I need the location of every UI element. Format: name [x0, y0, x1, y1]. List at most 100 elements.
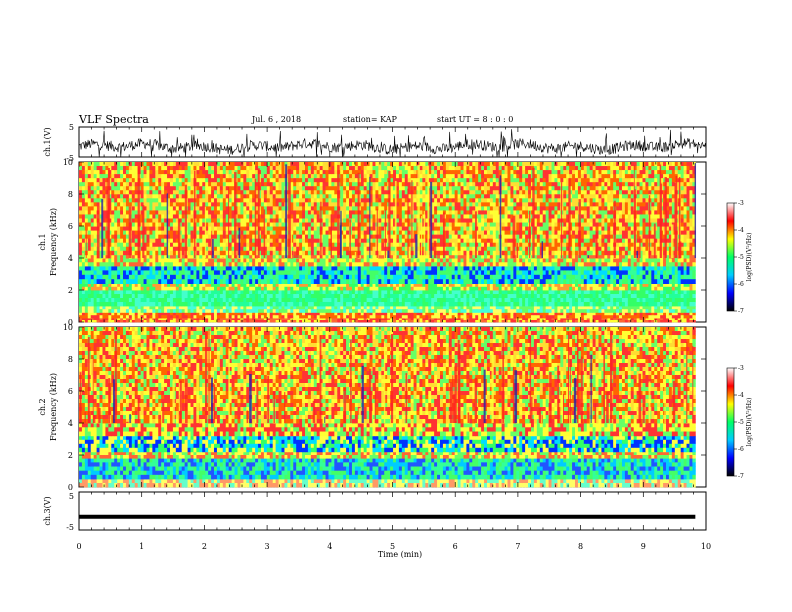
spec1-cell: [191, 298, 194, 302]
spec1-cell: [458, 290, 461, 294]
spec1-cell: [120, 266, 123, 271]
spec1-cell: [296, 275, 299, 280]
spec1-cell: [328, 287, 331, 291]
spec1-cell: [478, 302, 481, 306]
spec1-cell: [640, 315, 643, 318]
spec1-cell: [634, 284, 637, 288]
spec1-cell: [581, 298, 584, 302]
spec1-cell: [628, 290, 631, 294]
spec1-cell: [252, 302, 255, 306]
spec1-cell: [232, 306, 235, 310]
spec1-cell: [317, 294, 320, 298]
spec1-cell: [563, 306, 566, 310]
spec1-cell: [634, 287, 637, 291]
spec1-cell: [120, 312, 123, 315]
spec1-cell: [346, 279, 349, 284]
spec1-cell: [508, 309, 511, 313]
spec1-cell: [199, 266, 202, 271]
spec1-cell: [132, 312, 135, 315]
spec1-cell: [141, 275, 144, 280]
spec1-cell: [296, 270, 299, 275]
spec1-cell: [179, 294, 182, 298]
spec1-cell: [170, 312, 173, 315]
spec1-cell: [499, 320, 502, 322]
spec1-cell: [214, 290, 217, 294]
spec1-cell: [229, 309, 232, 313]
spec1-cell: [425, 315, 428, 318]
spec1-cell: [232, 287, 235, 291]
spec1-cell: [211, 306, 214, 310]
spec1-cell: [255, 284, 258, 288]
spec1-cell: [173, 290, 176, 294]
spec1-cell: [91, 275, 94, 280]
spec1-cell: [367, 284, 370, 288]
spec1-cell: [528, 320, 531, 322]
spec1-cell: [346, 302, 349, 306]
spec1-cell: [123, 294, 126, 298]
spec1-cell: [367, 315, 370, 318]
spec1-cell: [170, 279, 173, 284]
spec1-cell: [284, 290, 287, 294]
spec1-cell: [510, 312, 513, 315]
spec1-cell: [82, 290, 85, 294]
spec1-cell: [144, 270, 147, 275]
spec1-cell: [188, 302, 191, 306]
spec1-cell: [349, 290, 352, 294]
spec1-cell: [123, 320, 126, 322]
spec1-cell: [622, 287, 625, 291]
spec1-cell: [308, 294, 311, 298]
spec1-cell: [496, 294, 499, 298]
spec1-cell: [387, 287, 390, 291]
spec1-cell: [188, 270, 191, 275]
spec1-cell: [196, 306, 199, 310]
spec1-cell: [264, 312, 267, 315]
spec1-cell: [158, 309, 161, 313]
spec1-cell: [405, 279, 408, 284]
spec1-cell: [414, 298, 417, 302]
spec1-cell: [355, 279, 358, 284]
spec1-cell: [305, 284, 308, 288]
spec1-cell: [164, 266, 167, 271]
spec1-cell: [687, 294, 690, 298]
spec1-cell: [352, 279, 355, 284]
spec1-cell: [334, 306, 337, 310]
spec1-cell: [408, 294, 411, 298]
spec1-cell: [100, 306, 103, 310]
spec1-cell: [185, 290, 188, 294]
spec1-cell: [361, 298, 364, 302]
spec1-cell: [575, 290, 578, 294]
spec1-cell: [167, 284, 170, 288]
spec1-cell: [138, 290, 141, 294]
spec1-cell: [217, 287, 220, 291]
spec1-cell: [669, 315, 672, 318]
spec1-cell: [226, 266, 229, 271]
spec1-cell: [243, 287, 246, 291]
spec1-cell: [343, 320, 346, 322]
spec1-cell: [640, 298, 643, 302]
spec1-cell: [528, 294, 531, 298]
spec1-cell: [475, 320, 478, 322]
spec1-cell: [223, 266, 226, 271]
spec1-cell: [625, 320, 628, 322]
spec1-cell: [607, 312, 610, 315]
spec1-cell: [598, 315, 601, 318]
spec1-cell: [235, 294, 238, 298]
spec1-cell: [152, 284, 155, 288]
spec1-cell: [575, 309, 578, 313]
spec1-cell: [105, 309, 108, 313]
spec1-cell: [279, 298, 282, 302]
spec1-cell: [261, 294, 264, 298]
spec1-cell: [487, 302, 490, 306]
spec1-cell: [349, 309, 352, 313]
spec1-cell: [164, 315, 167, 318]
spec1-cell: [132, 309, 135, 313]
spec1-cell: [132, 275, 135, 280]
spec1-cell: [205, 266, 208, 271]
spec1-cell: [355, 290, 358, 294]
spec1-cell: [276, 279, 279, 284]
spec1-cell: [147, 315, 150, 318]
spec1-cell: [484, 320, 487, 322]
spec1-cell: [135, 266, 138, 271]
spec1-cell: [557, 306, 560, 310]
spec1-cell: [669, 309, 672, 313]
